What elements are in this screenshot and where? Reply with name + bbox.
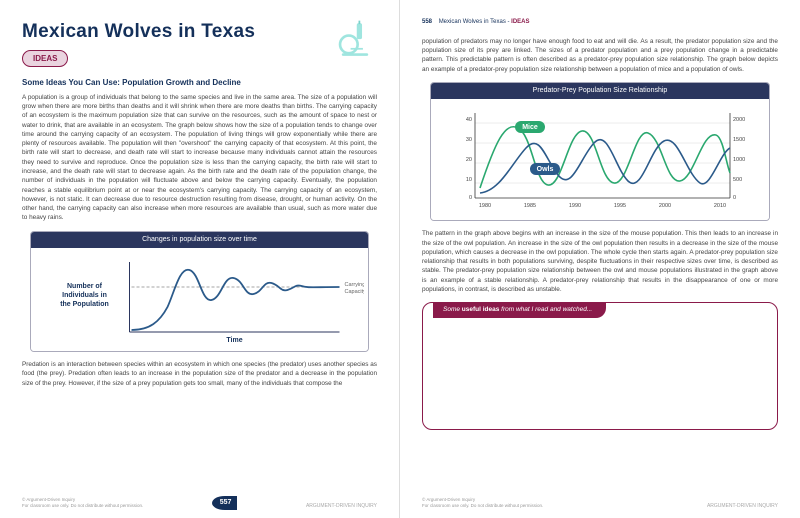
page-spread: Mexican Wolves in Texas IDEAS Some Ideas… [0,0,800,518]
p2-text: Predation is an interaction between spec… [22,361,377,387]
svg-text:0: 0 [733,195,736,201]
svg-text:1985: 1985 [524,203,536,209]
svg-text:1500: 1500 [733,137,745,143]
notes-c: from what I read and watched... [499,306,592,313]
ideas-badge: IDEAS [22,50,68,68]
footer-right: © Argument-Driven Inquiry For classroom … [422,497,778,510]
right-p1: population of predators may no longer ha… [422,37,778,74]
paragraph-2: Predation is an interaction between spec… [22,360,377,388]
notes-b: useful ideas [462,306,500,313]
chart1-carry-label: Carrying Capacity [345,282,365,288]
page-right: 558 Mexican Wolves in Texas - IDEAS popu… [400,0,800,518]
chart2-mice-label: Mice [522,124,538,131]
section-heading: Some Ideas You Can Use: Population Growt… [22,77,377,89]
svg-text:1000: 1000 [733,157,745,163]
footer-left: © Argument-Driven Inquiry For classroom … [22,496,377,510]
chart2-title: Predator-Prey Population Size Relationsh… [431,83,769,99]
usage-left: For classroom use only. Do not distribut… [22,503,143,510]
svg-text:40: 40 [466,117,472,123]
svg-text:30: 30 [466,137,472,143]
runner-page: 558 [422,19,432,25]
usage-right: For classroom use only. Do not distribut… [422,503,543,510]
runner-ideas: IDEAS [511,19,529,25]
chart1-ylabel1: Number of [67,283,103,290]
svg-text:2000: 2000 [733,117,745,123]
runner-title: Mexican Wolves in Texas - [439,19,511,25]
svg-text:1990: 1990 [569,203,581,209]
chart2-svg: 0 10 20 30 40 0 500 1000 1500 2000 1980 1985 1990 1… [435,103,765,213]
chart2-owls-label: Owls [537,166,554,173]
useful-ideas-box[interactable]: Some useful ideas from what I read and w… [422,302,778,430]
chart1-ylabel2: Individuals in [62,292,107,299]
page-number-left: 557 [212,496,238,510]
chart1-svg: Number of Individuals in the Population … [35,252,364,344]
svg-text:2000: 2000 [659,203,671,209]
logo-right: ARGUMENT-DRIVEN INQUIRY [707,503,778,510]
svg-text:2010: 2010 [714,203,726,209]
chart1-curve [132,270,340,330]
chart-predator-prey: Predator-Prey Population Size Relationsh… [430,82,770,221]
notes-a: Some [443,306,462,313]
svg-text:1995: 1995 [614,203,626,209]
useful-ideas-tab: Some useful ideas from what I read and w… [433,302,606,317]
chart-population-size: Changes in population size over time Num… [30,231,369,352]
svg-text:10: 10 [466,177,472,183]
running-header: 558 Mexican Wolves in Texas - IDEAS [422,18,778,27]
microscope-icon [333,18,377,62]
chart1-title: Changes in population size over time [31,232,368,248]
svg-text:Capacity: Capacity [345,289,365,295]
p1-text: A population is a group of individuals t… [22,94,377,222]
page-title: Mexican Wolves in Texas [22,18,255,46]
page-left: Mexican Wolves in Texas IDEAS Some Ideas… [0,0,400,518]
svg-text:20: 20 [466,157,472,163]
title-row: Mexican Wolves in Texas IDEAS [22,18,377,67]
svg-text:500: 500 [733,177,742,183]
chart1-ylabel3: the Population [60,301,109,308]
svg-text:1980: 1980 [479,203,491,209]
logo-left: ARGUMENT-DRIVEN INQUIRY [306,503,377,510]
rp1-text: population of predators may no longer ha… [422,38,778,73]
right-p2: The pattern in the graph above begins wi… [422,229,778,294]
chart1-xlabel: Time [226,337,242,344]
rp2-text: The pattern in the graph above begins wi… [422,230,778,293]
paragraph-1: A population is a group of individuals t… [22,93,377,223]
svg-text:0: 0 [469,195,472,201]
